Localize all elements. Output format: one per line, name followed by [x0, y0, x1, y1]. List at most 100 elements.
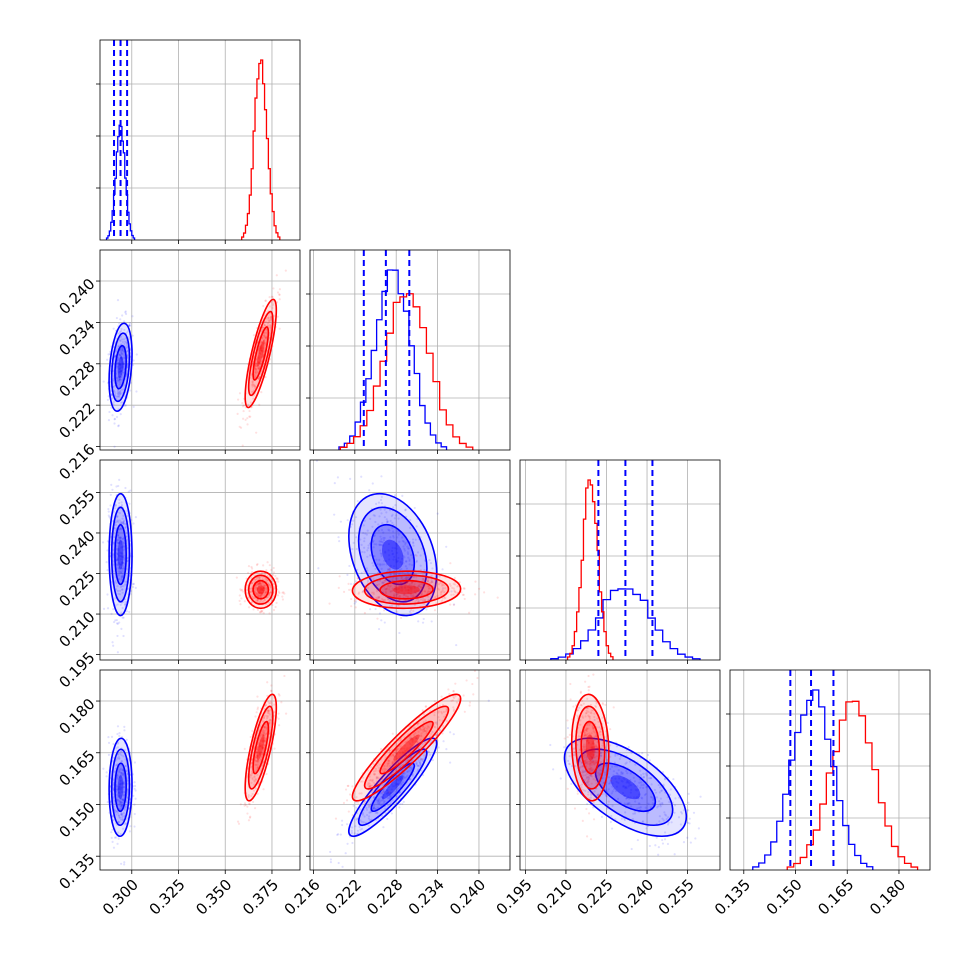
- scatter-point: [420, 587, 423, 590]
- scatter-point: [381, 563, 384, 566]
- scatter-point: [649, 777, 652, 780]
- scatter-point: [118, 542, 122, 545]
- scatter-point: [382, 536, 385, 540]
- scatter-point: [417, 620, 420, 623]
- scatter-point: [425, 727, 429, 730]
- scatter-point: [262, 586, 265, 590]
- scatter-point: [253, 763, 256, 766]
- scatter-point: [626, 802, 629, 805]
- scatter-point: [261, 336, 264, 339]
- scatter-point: [126, 772, 129, 776]
- scatter-point: [369, 765, 373, 769]
- scatter-point: [375, 798, 378, 801]
- scatter-point: [386, 762, 389, 765]
- scatter-point: [115, 588, 118, 591]
- scatter-point: [426, 580, 429, 583]
- scatter-point: [265, 714, 268, 718]
- scatter-point: [269, 316, 273, 319]
- scatter-point: [132, 359, 135, 362]
- scatter-point: [581, 771, 584, 774]
- scatter-point: [277, 693, 280, 696]
- scatter-point: [119, 554, 123, 558]
- scatter-point: [272, 583, 276, 586]
- scatter-point: [260, 340, 263, 344]
- scatter-point: [414, 737, 418, 740]
- scatter-point: [629, 779, 632, 782]
- scatter-point: [242, 409, 245, 413]
- scatter-point: [117, 484, 120, 488]
- scatter-point: [687, 792, 690, 796]
- scatter-point: [395, 585, 398, 588]
- scatter-point: [403, 584, 406, 587]
- scatter-point: [358, 576, 361, 579]
- scatter-point: [256, 599, 259, 603]
- scatter-point: [661, 771, 665, 774]
- scatter-point: [122, 545, 125, 548]
- scatter-point: [127, 336, 131, 339]
- scatter-point: [610, 814, 613, 818]
- scatter-point: [267, 316, 270, 319]
- scatter-point: [410, 583, 413, 586]
- scatter-point: [368, 554, 372, 557]
- scatter-point: [594, 761, 598, 764]
- scatter-point: [442, 710, 446, 714]
- panel-2-1: [306, 459, 511, 664]
- scatter-point: [403, 772, 406, 775]
- scatter-point: [552, 768, 555, 771]
- scatter-point: [122, 772, 125, 775]
- scatter-point: [261, 587, 264, 590]
- scatter-point: [407, 556, 410, 559]
- scatter-point: [119, 603, 122, 606]
- scatter-point: [380, 597, 384, 601]
- scatter-point: [394, 577, 398, 580]
- scatter-point: [261, 351, 265, 354]
- plot-area: [105, 40, 281, 240]
- scatter-point: [118, 339, 122, 342]
- scatter-point: [269, 584, 272, 587]
- scatter-point: [113, 394, 117, 397]
- scatter-point: [258, 346, 261, 349]
- scatter-point: [383, 770, 386, 773]
- scatter-point: [112, 795, 115, 798]
- scatter-point: [375, 597, 378, 600]
- scatter-point: [373, 807, 376, 810]
- scatter-point: [623, 786, 626, 789]
- scatter-point: [393, 759, 396, 762]
- scatter-point: [584, 733, 587, 737]
- scatter-point: [663, 778, 667, 781]
- scatter-point: [626, 779, 629, 782]
- scatter-point: [346, 573, 349, 576]
- scatter-point: [594, 750, 597, 754]
- scatter-point: [251, 776, 254, 780]
- scatter-point: [637, 788, 640, 791]
- histogram-series-0: [752, 689, 874, 870]
- scatter-point: [339, 833, 342, 836]
- scatter-point: [121, 575, 124, 578]
- scatter-point: [587, 685, 590, 689]
- scatter-point: [259, 744, 262, 748]
- scatter-point: [266, 716, 269, 719]
- scatter-point: [384, 811, 387, 815]
- scatter-point: [569, 682, 572, 686]
- scatter-point: [257, 592, 260, 595]
- scatter-point: [262, 589, 265, 592]
- scatter-point: [626, 772, 629, 775]
- scatter-point: [397, 582, 400, 585]
- scatter-point: [473, 670, 477, 672]
- scatter-point: [117, 542, 120, 545]
- scatter-point: [384, 551, 387, 554]
- scatter-point: [380, 502, 383, 505]
- scatter-point: [398, 599, 401, 602]
- y-tick-label: 0.210: [55, 608, 98, 651]
- scatter-point: [121, 349, 124, 352]
- scatter-point: [259, 735, 262, 738]
- scatter-point: [389, 573, 392, 576]
- scatter-point: [601, 703, 605, 706]
- scatter-point: [116, 788, 119, 791]
- scatter-point: [380, 792, 383, 795]
- scatter-point: [588, 767, 592, 771]
- scatter-point: [355, 547, 358, 551]
- scatter-point: [128, 830, 132, 833]
- scatter-point: [261, 738, 264, 741]
- scatter-point: [254, 365, 258, 368]
